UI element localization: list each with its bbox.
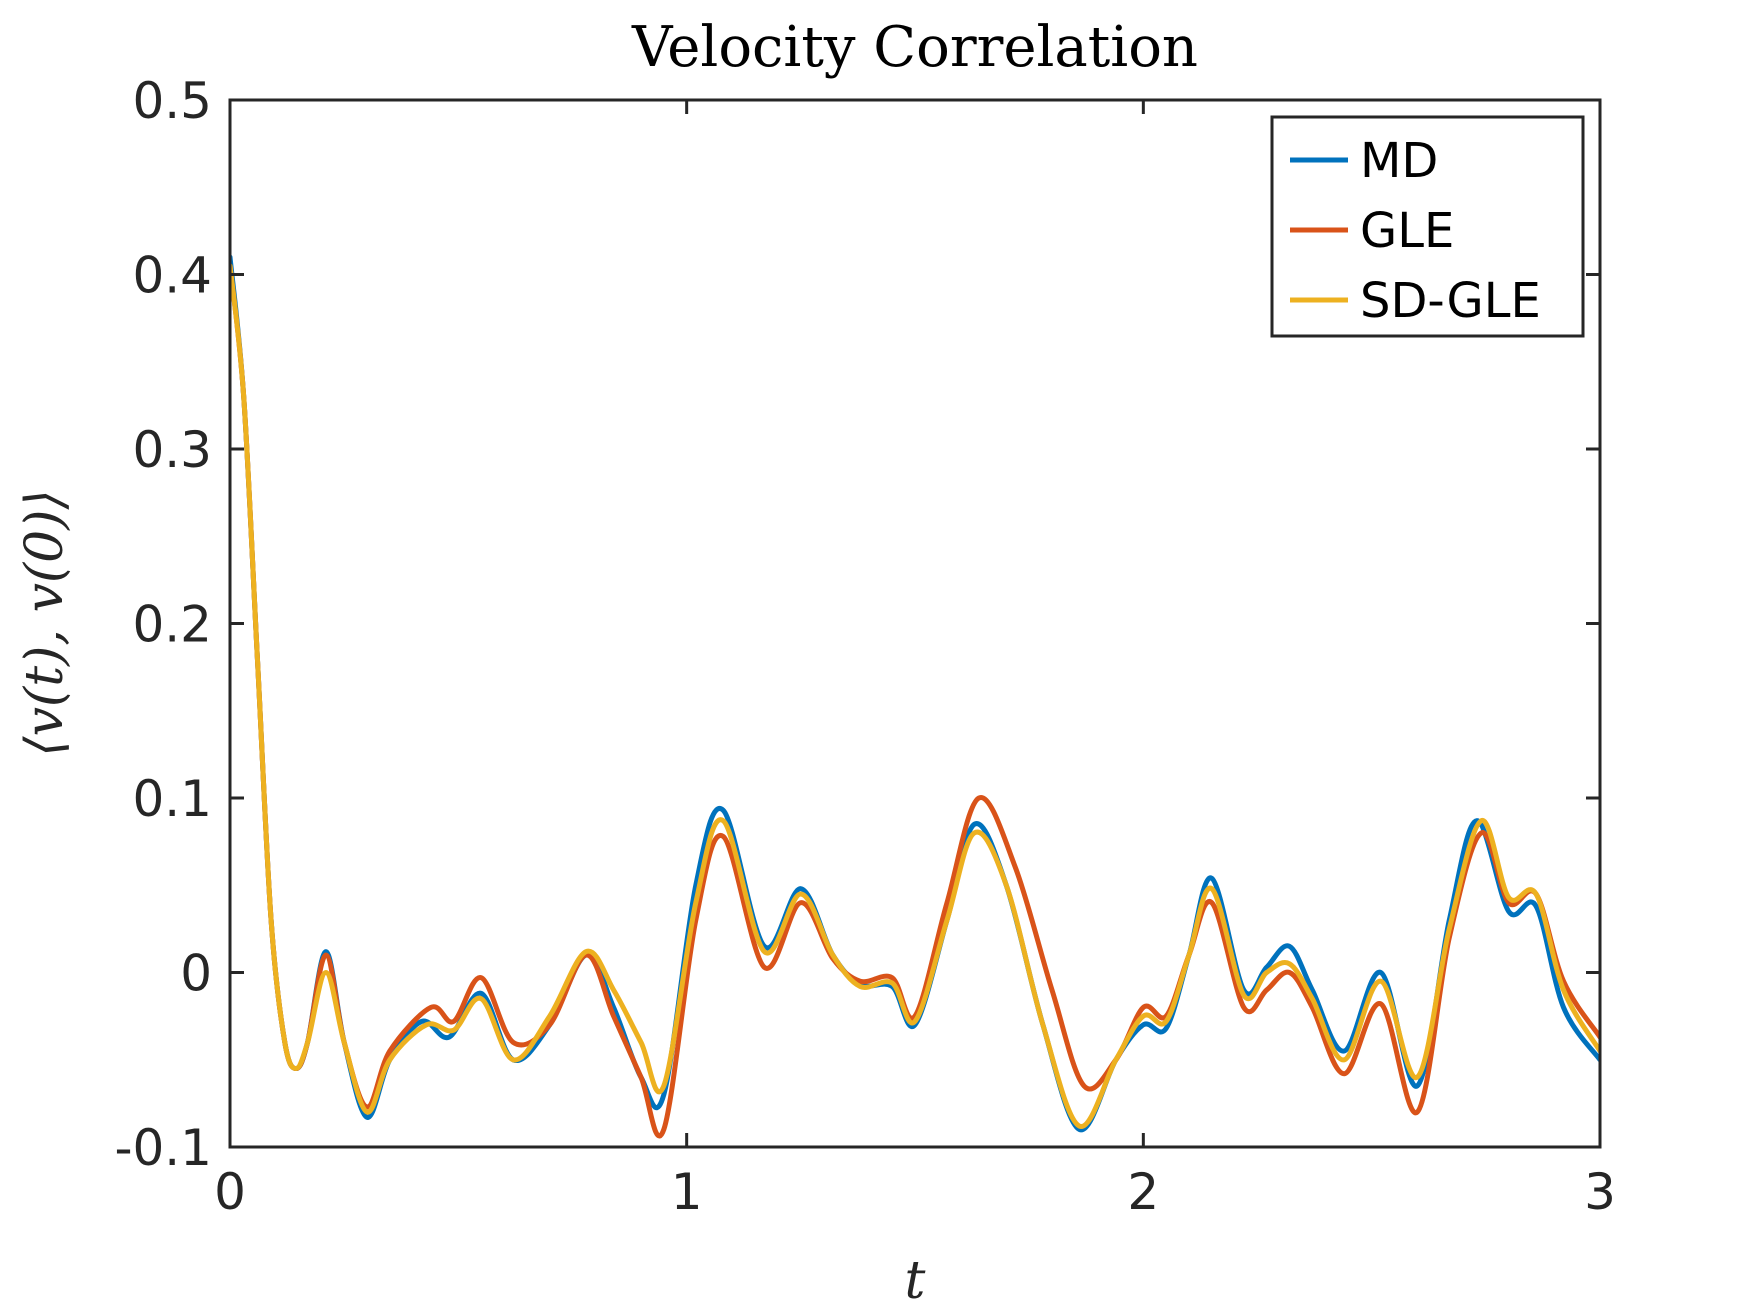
x-ticks: 0 1 2 3 xyxy=(214,100,1616,1221)
y-tick-label: 0 xyxy=(180,945,212,1003)
y-tick-label: 0.4 xyxy=(132,247,212,305)
y-tick-label: -0.1 xyxy=(114,1119,212,1177)
x-tick-label: 2 xyxy=(1127,1163,1159,1221)
x-tick-label: 1 xyxy=(671,1163,703,1221)
legend-label-gle: GLE xyxy=(1360,203,1454,259)
y-tick-label: 0.2 xyxy=(132,596,212,654)
y-tick-label: 0.3 xyxy=(132,421,212,479)
x-tick-label: 0 xyxy=(214,1163,246,1221)
chart-title: Velocity Correlation xyxy=(631,15,1198,80)
legend-label-md: MD xyxy=(1360,133,1438,189)
legend-label-sd-gle: SD-GLE xyxy=(1360,273,1541,329)
series-layer xyxy=(230,254,1600,1139)
series-line-sd-gle xyxy=(230,263,1600,1129)
y-tick-label: 0.5 xyxy=(132,72,212,130)
y-ticks: -0.1 0 0.1 0.2 0.3 0.4 0.5 xyxy=(114,72,1600,1177)
x-axis-label: t xyxy=(905,1251,926,1311)
y-tick-label: 0.1 xyxy=(132,770,212,828)
y-axis-label: ⟨v(t), v(0)⟩ xyxy=(15,489,75,757)
legend: MD GLE SD-GLE xyxy=(1270,115,1585,338)
x-tick-label: 3 xyxy=(1584,1163,1616,1221)
